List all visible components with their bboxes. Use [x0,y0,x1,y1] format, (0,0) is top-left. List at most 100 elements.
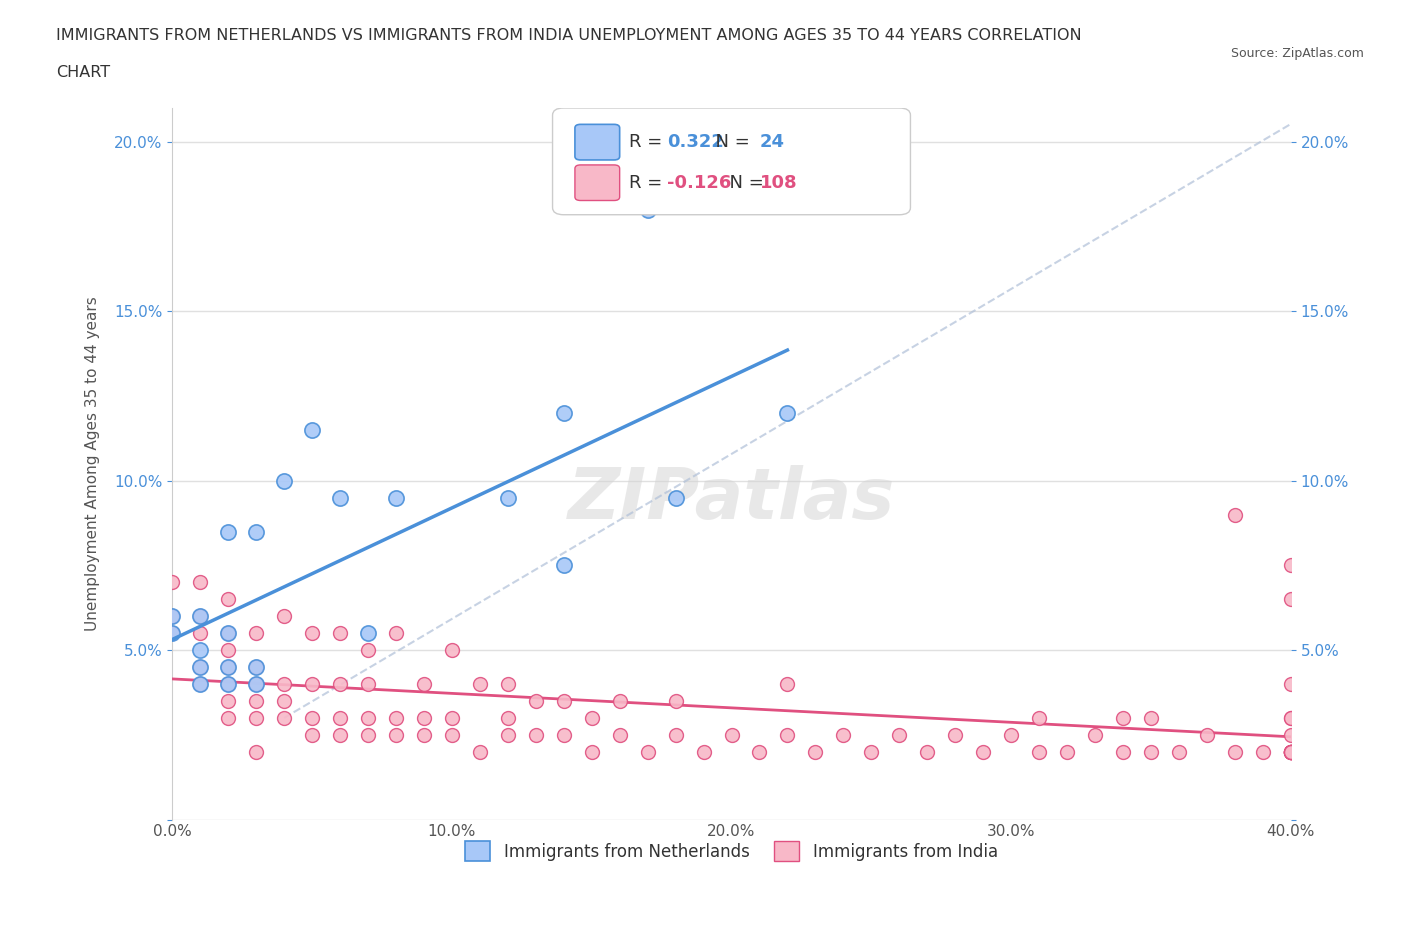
Point [188,609,211,624]
Text: N =: N = [718,174,769,192]
Point [637,744,659,759]
Point [1223,744,1246,759]
Point [553,727,575,742]
Text: R =: R = [628,174,668,192]
Point [245,676,267,691]
Point [188,676,211,691]
Point [915,744,938,759]
Point [1223,507,1246,522]
Text: 0.322: 0.322 [666,133,724,152]
Point [357,626,380,641]
Point [188,575,211,590]
Point [1028,711,1050,725]
Point [385,711,408,725]
Point [1056,744,1078,759]
Point [413,676,436,691]
Text: ZIPatlas: ZIPatlas [568,465,896,534]
Point [217,694,239,709]
Point [1279,711,1302,725]
Point [664,490,686,505]
Point [245,659,267,674]
Point [440,711,463,725]
Point [188,643,211,658]
Point [188,659,211,674]
Point [301,676,323,691]
Point [188,659,211,674]
Point [217,591,239,606]
Point [1279,591,1302,606]
Point [637,202,659,217]
Point [440,643,463,658]
Point [553,558,575,573]
Point [1279,744,1302,759]
Point [217,525,239,539]
Point [860,744,883,759]
Point [1112,711,1135,725]
Point [664,694,686,709]
Point [1000,727,1022,742]
Point [162,609,184,624]
Text: IMMIGRANTS FROM NETHERLANDS VS IMMIGRANTS FROM INDIA UNEMPLOYMENT AMONG AGES 35 : IMMIGRANTS FROM NETHERLANDS VS IMMIGRANT… [56,28,1081,43]
Point [1195,727,1218,742]
Point [273,609,295,624]
Point [245,676,267,691]
Point [217,659,239,674]
Point [217,626,239,641]
Point [1279,744,1302,759]
Point [217,711,239,725]
Point [468,744,491,759]
Point [301,422,323,437]
Point [776,676,799,691]
Point [1279,744,1302,759]
Point [1279,744,1302,759]
FancyBboxPatch shape [553,108,911,215]
Point [553,405,575,420]
Point [720,727,742,742]
Text: -0.126: -0.126 [666,174,731,192]
Point [413,711,436,725]
Point [162,626,184,641]
Point [1279,744,1302,759]
Point [1279,711,1302,725]
Text: CHART: CHART [56,65,110,80]
Point [273,473,295,488]
Text: N =: N = [703,133,755,152]
Point [581,744,603,759]
Point [1084,727,1107,742]
Point [889,727,911,742]
Point [1279,744,1302,759]
Point [1112,744,1135,759]
Point [496,727,519,742]
Point [162,609,184,624]
Text: 108: 108 [759,174,797,192]
Point [301,727,323,742]
Point [609,727,631,742]
Point [273,676,295,691]
Point [1279,744,1302,759]
Point [524,694,547,709]
Point [385,626,408,641]
Point [385,490,408,505]
Point [692,744,714,759]
Point [804,744,827,759]
Point [217,659,239,674]
Point [468,676,491,691]
Point [776,727,799,742]
Point [329,626,352,641]
Point [329,727,352,742]
Point [1140,744,1163,759]
Point [1279,744,1302,759]
Point [245,626,267,641]
Point [357,676,380,691]
Point [273,694,295,709]
Point [188,626,211,641]
Point [245,694,267,709]
Point [188,609,211,624]
Point [496,490,519,505]
Point [496,711,519,725]
Point [972,744,994,759]
Point [188,676,211,691]
Point [1028,744,1050,759]
Point [273,711,295,725]
Point [357,643,380,658]
